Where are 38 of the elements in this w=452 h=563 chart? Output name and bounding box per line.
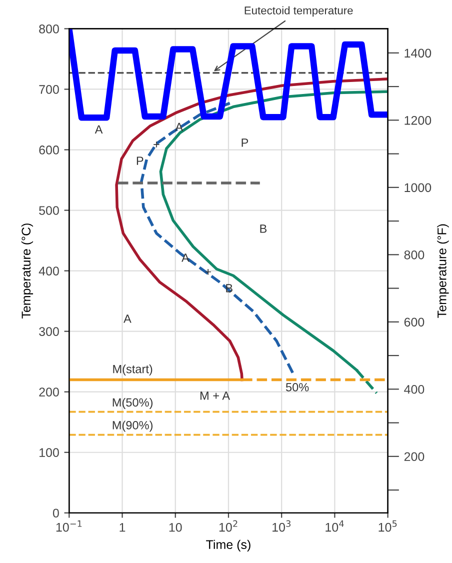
- y-tick-label: 400: [38, 266, 59, 276]
- x-tick-label: 10$^{5}$: [378, 520, 397, 532]
- y-tick-label: 700: [39, 85, 59, 94]
- annotation: M(90%): [112, 420, 152, 432]
- y-tick-label: 200: [39, 388, 59, 396]
- y-tick-label: 800: [39, 24, 59, 34]
- x-tick-label: 10$^{3}$: [272, 520, 290, 532]
- y2-axis-title: Temperature (°F): [437, 224, 449, 318]
- y-tick-label: 0: [52, 508, 59, 518]
- annotation: P: [136, 156, 144, 165]
- x-tick-label: 10$^{−1}$: [56, 520, 82, 532]
- annotation: 50%: [286, 383, 309, 392]
- y2-tick-label: 1200: [404, 116, 432, 125]
- annotation: P: [242, 138, 248, 147]
- y2-tick-label: 200: [404, 452, 424, 462]
- y-tick-label: 100: [40, 448, 59, 458]
- x-tick-label: 10$^{4}$: [326, 520, 344, 532]
- annotation: M(start): [113, 364, 152, 376]
- annotation: B: [260, 224, 267, 233]
- x-tick-label: 10$^{2}$: [219, 520, 238, 532]
- y-tick-label: 600: [39, 146, 59, 154]
- annotation: A: [94, 125, 103, 134]
- annotation: M(50%): [112, 398, 152, 409]
- y2-tick-label: 400: [404, 384, 424, 394]
- annotation: M + A: [200, 392, 230, 400]
- y2-tick-label: 1000: [404, 183, 432, 192]
- y-tick-label: 500: [39, 206, 59, 215]
- y2-tick-label: 800: [404, 250, 424, 260]
- x-tick-label: 1: [120, 523, 126, 532]
- annotation: +: [154, 142, 160, 148]
- y2-tick-label: 600: [404, 318, 424, 327]
- y-tick-label: 300: [39, 327, 59, 336]
- annotation: A: [124, 314, 132, 323]
- y2-tick-label: 1400: [404, 48, 432, 58]
- x-tick-label: 10: [169, 522, 182, 532]
- y-axis-title: Temperature (°C): [21, 224, 34, 319]
- annotation: Eutectoid temperature: [244, 6, 353, 17]
- x-axis-title: Time (s): [206, 540, 250, 552]
